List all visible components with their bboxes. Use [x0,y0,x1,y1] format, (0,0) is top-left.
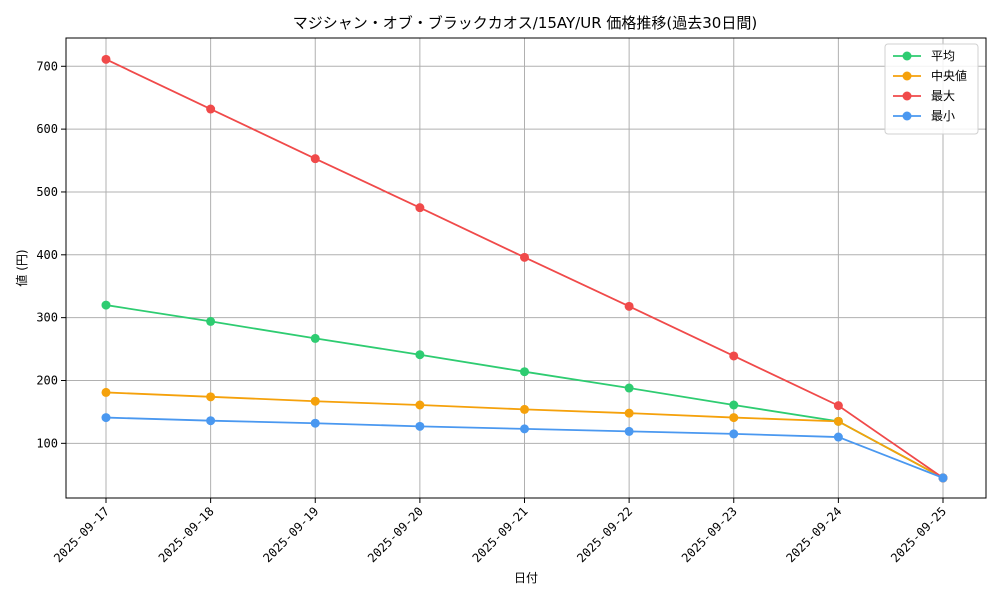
y-axis-ticks: 100 200 300 400 500 600 700 [36,59,66,450]
data-point [310,396,320,406]
y-tick-label: 600 [36,122,58,136]
x-tick-label: 2025-09-23 [679,504,740,565]
data-point [206,316,216,326]
data-point [729,400,739,410]
legend-label: 平均 [931,49,955,63]
data-point [101,54,111,64]
data-point [520,252,529,262]
data-point [520,424,529,434]
data-point [624,383,634,393]
data-point [310,333,320,343]
legend-item: 最小 [893,109,955,123]
y-tick-label: 500 [36,185,58,199]
legend-item: 平均 [893,49,955,63]
legend-marker [902,91,912,101]
x-tick-label: 2025-09-20 [365,504,426,565]
chart-title: マジシャン・オブ・ブラックカオス/15AY/UR 価格推移(過去30日間) [293,14,757,32]
y-tick-label: 100 [36,436,58,450]
data-point [310,418,320,428]
data-point [729,351,739,361]
x-tick-label: 2025-09-22 [574,504,635,565]
series-layer [101,54,948,483]
y-tick-label: 700 [36,59,58,73]
x-tick-label: 2025-09-19 [260,504,321,565]
legend-marker [902,51,912,61]
series-最小 [101,413,948,483]
data-point [310,154,320,164]
x-tick-label: 2025-09-25 [888,504,949,565]
plot-frame [65,37,987,499]
data-point [101,300,111,310]
y-axis-label: 値 (円) [14,249,29,286]
data-point [206,392,216,402]
data-point [206,104,216,114]
data-point [729,413,739,423]
x-tick-label: 2025-09-21 [470,504,531,565]
data-point [101,387,111,397]
x-axis-ticks: 2025-09-17 2025-09-18 2025-09-19 2025-09-20… [51,498,949,565]
data-point [624,301,634,311]
x-tick-label: 2025-09-17 [51,504,112,565]
legend-label: 最大 [931,89,955,103]
data-point [833,416,843,426]
x-axis-label: 日付 [514,571,538,585]
y-tick-label: 200 [36,373,58,387]
legend-marker [902,111,912,121]
data-point [520,367,529,377]
legend-marker [902,71,912,81]
data-point [729,429,739,439]
data-point [101,413,111,423]
data-point [206,416,216,426]
data-point [415,203,425,213]
data-point [624,408,634,418]
data-point [520,404,529,414]
data-point [833,432,843,442]
data-point [415,421,425,431]
y-tick-label: 300 [36,311,58,325]
data-point [415,350,425,360]
data-point [833,401,843,411]
x-tick-label: 2025-09-24 [784,504,845,565]
y-tick-label: 400 [36,248,58,262]
legend-label: 最小 [931,109,955,123]
legend-item: 中央値 [893,68,967,83]
data-point [415,400,425,410]
data-point [938,473,948,483]
series-最大 [101,54,948,483]
data-point [624,426,634,436]
x-tick-label: 2025-09-18 [156,504,217,565]
legend-box [884,43,979,135]
legend-item: 最大 [893,89,955,103]
legend-label: 中央値 [931,68,967,83]
